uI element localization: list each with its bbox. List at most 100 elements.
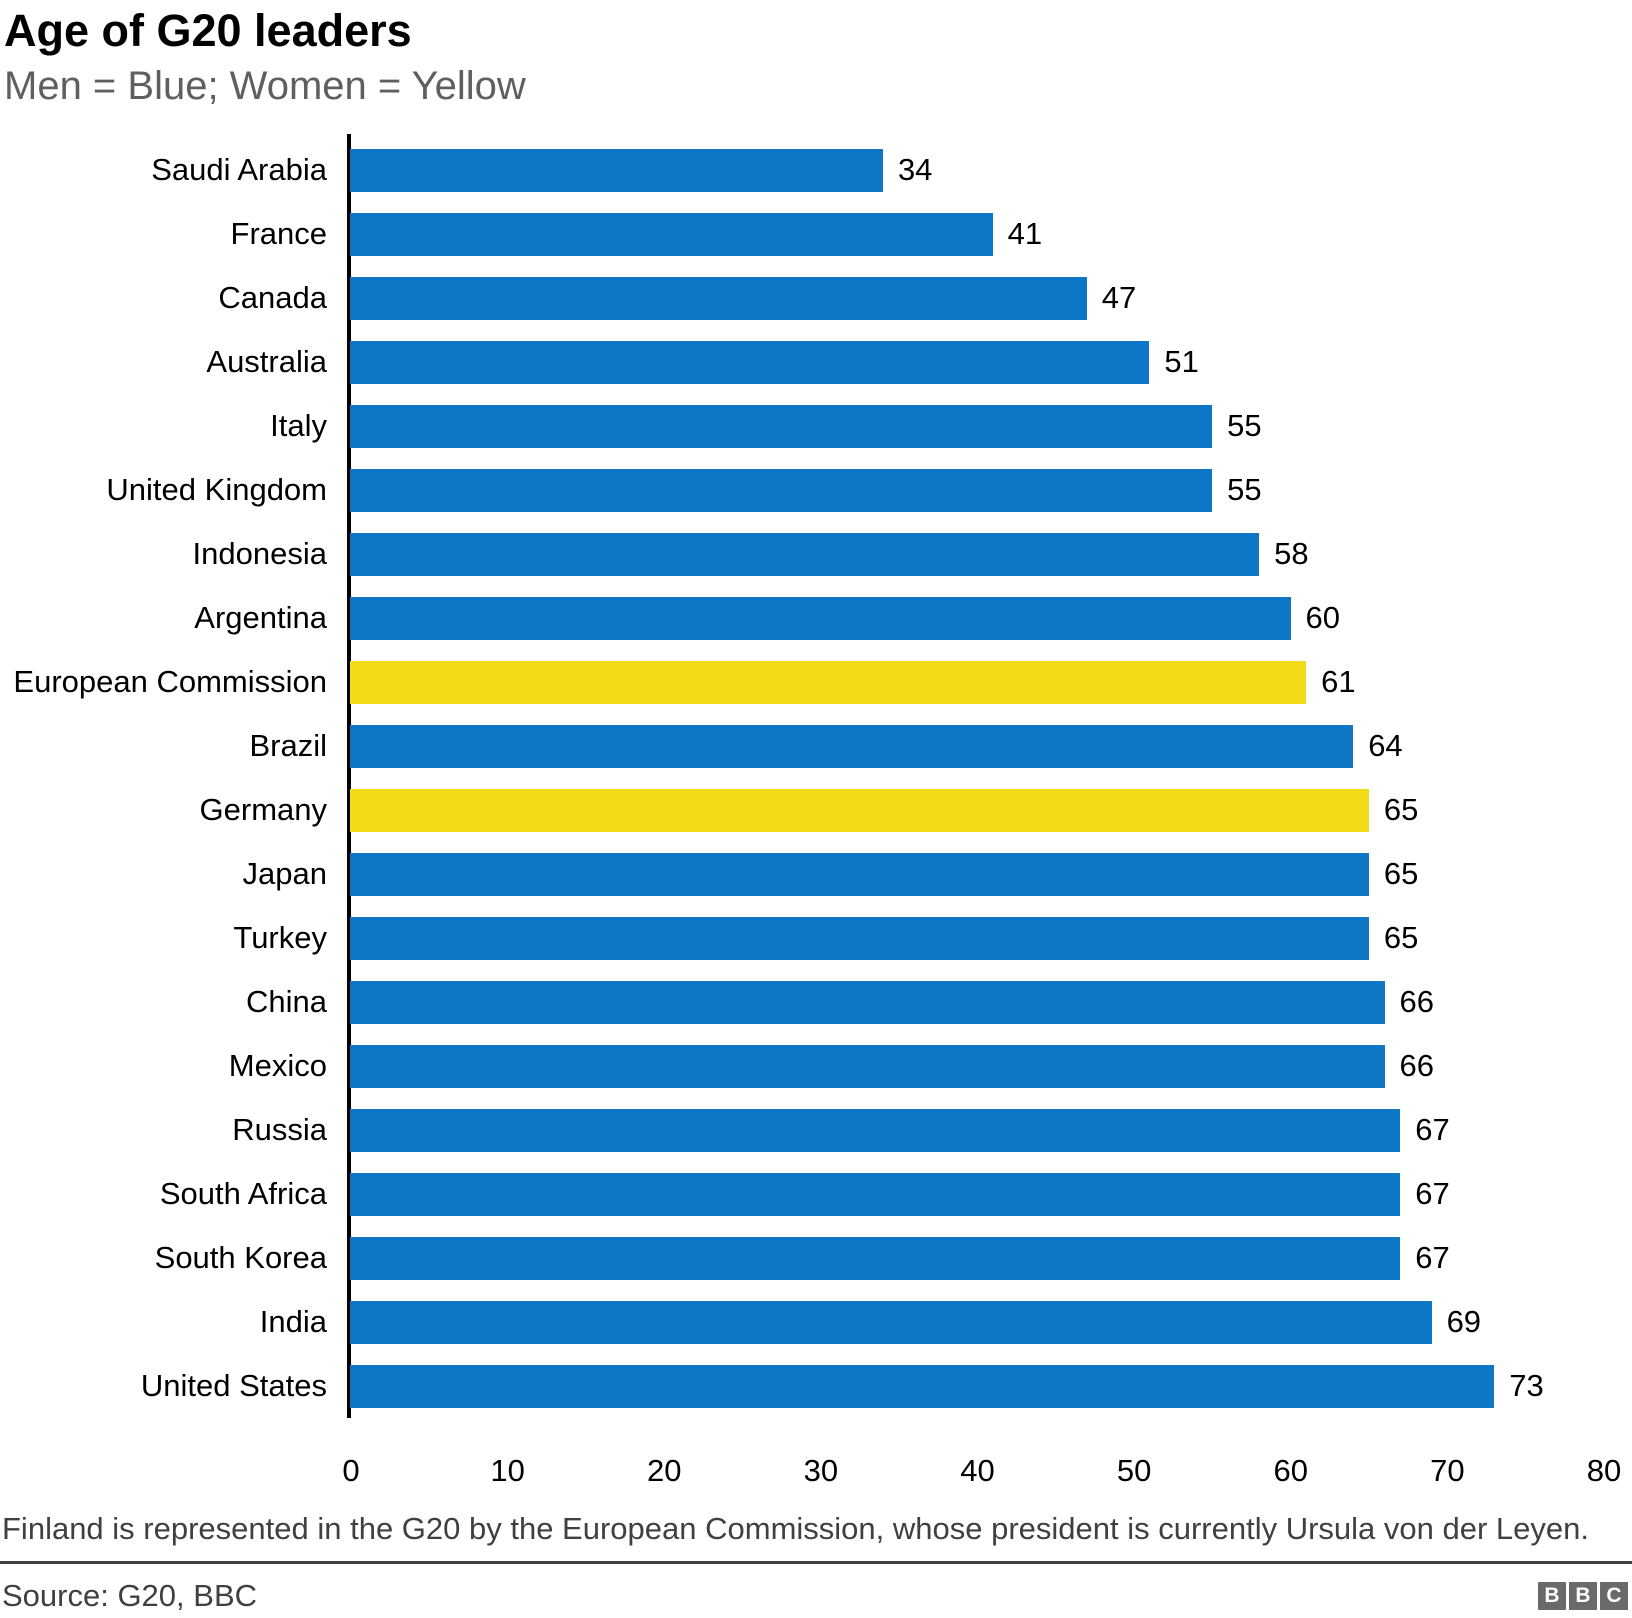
chart-row: Italy 55 [0, 394, 1604, 458]
footer-divider [0, 1561, 1632, 1564]
bar-track: 67 [350, 1162, 1604, 1226]
chart-row: Argentina 60 [0, 586, 1604, 650]
category-label: Argentina [194, 600, 327, 635]
x-axis-tick-label: 80 [1586, 1453, 1622, 1488]
bar-track: 67 [350, 1098, 1604, 1162]
chart-footnote: Finland is represented in the G20 by the… [2, 1511, 1589, 1546]
bbc-logo-letter: B [1538, 1582, 1566, 1610]
value-label: 67 [1415, 1176, 1450, 1211]
chart-row: Indonesia 58 [0, 522, 1604, 586]
chart-header: Age of G20 leaders Men = Blue; Women = Y… [0, 8, 1632, 106]
bar [350, 788, 1369, 832]
bar [350, 852, 1369, 896]
category-label: United Kingdom [106, 472, 327, 507]
chart-row: South Africa 67 [0, 1162, 1604, 1226]
category-label: France [230, 216, 327, 251]
bar-track: 41 [350, 202, 1604, 266]
footer: Source: G20, BBC B B C [0, 1578, 1632, 1614]
chart-row: China 66 [0, 970, 1604, 1034]
value-label: 67 [1415, 1240, 1450, 1275]
bar-track: 65 [350, 778, 1604, 842]
bar-track: 69 [350, 1290, 1604, 1354]
chart-row: European Commission 61 [0, 650, 1604, 714]
category-label: Russia [232, 1112, 327, 1147]
bar [350, 276, 1087, 320]
x-axis-tick-label: 20 [647, 1453, 682, 1488]
source-text: Source: G20, BBC [2, 1578, 258, 1613]
chart-row: Canada 47 [0, 266, 1604, 330]
x-axis-tick-label: 70 [1430, 1453, 1465, 1488]
bar [350, 1108, 1401, 1152]
bar-track: 65 [350, 906, 1604, 970]
value-label: 51 [1164, 344, 1199, 379]
chart-row: India 69 [0, 1290, 1604, 1354]
chart-rows: Saudi Arabia 34 France 41 Canada 47 Aust… [0, 138, 1604, 1418]
bar-track: 51 [350, 330, 1604, 394]
bar-track: 66 [350, 970, 1604, 1034]
x-axis-tick-label: 50 [1116, 1453, 1152, 1488]
x-axis-tick-label: 0 [342, 1453, 360, 1488]
x-axis-tick-label: 30 [803, 1453, 839, 1488]
value-label: 47 [1101, 280, 1137, 315]
category-label: China [246, 984, 327, 1019]
bar-track: 55 [350, 394, 1604, 458]
bar [350, 1044, 1385, 1088]
bar [350, 1300, 1432, 1344]
category-label: Saudi Arabia [151, 152, 327, 187]
bar [350, 212, 993, 256]
category-label: Brazil [249, 728, 327, 763]
bar-track: 67 [350, 1226, 1604, 1290]
bar [350, 660, 1307, 704]
bar-track: 66 [350, 1034, 1604, 1098]
category-label: Indonesia [192, 536, 327, 571]
x-axis-tick-label: 10 [490, 1453, 525, 1488]
chart-row: Japan 65 [0, 842, 1604, 906]
bar [350, 532, 1260, 576]
bar [350, 1172, 1401, 1216]
bar [350, 404, 1213, 448]
chart-row: Brazil 64 [0, 714, 1604, 778]
chart-row: Russia 67 [0, 1098, 1604, 1162]
category-label: India [259, 1304, 327, 1339]
bar-track: 60 [350, 586, 1604, 650]
bar [350, 468, 1213, 512]
bar-track: 34 [350, 138, 1604, 202]
bar-track: 65 [350, 842, 1604, 906]
category-label: Turkey [233, 920, 327, 955]
value-label: 73 [1509, 1368, 1544, 1403]
bar-track: 55 [350, 458, 1604, 522]
chart-row: France 41 [0, 202, 1604, 266]
bar-track: 47 [350, 266, 1604, 330]
chart-row: Australia 51 [0, 330, 1604, 394]
value-label: 60 [1305, 600, 1340, 635]
value-label: 69 [1446, 1304, 1482, 1339]
value-label: 67 [1415, 1112, 1450, 1147]
category-label: Germany [199, 792, 327, 827]
value-label: 34 [897, 152, 933, 187]
bar-chart: Saudi Arabia 34 France 41 Canada 47 Aust… [0, 134, 1604, 1418]
value-label: 66 [1399, 1048, 1435, 1083]
value-label: 55 [1227, 472, 1262, 507]
bar [350, 1364, 1495, 1408]
bar-track: 58 [350, 522, 1604, 586]
category-label: Italy [270, 408, 327, 443]
x-axis-tick-label: 40 [960, 1453, 995, 1488]
value-label: 64 [1368, 728, 1403, 763]
bar [350, 1236, 1401, 1280]
category-label: Mexico [228, 1048, 327, 1083]
category-label: Japan [242, 856, 327, 891]
value-label: 65 [1383, 920, 1419, 955]
bbc-logo: B B C [1538, 1582, 1628, 1610]
chart-row: South Korea 67 [0, 1226, 1604, 1290]
value-label: 55 [1227, 408, 1262, 443]
bar [350, 148, 883, 192]
value-label: 65 [1383, 792, 1419, 827]
category-label: South Africa [159, 1176, 327, 1211]
chart-row: Mexico 66 [0, 1034, 1604, 1098]
y-axis-line [347, 134, 351, 1418]
chart-row: United States 73 [0, 1354, 1604, 1418]
bar [350, 596, 1291, 640]
bbc-logo-letter: B [1569, 1582, 1597, 1610]
chart-row: Turkey 65 [0, 906, 1604, 970]
value-label: 41 [1007, 216, 1043, 251]
